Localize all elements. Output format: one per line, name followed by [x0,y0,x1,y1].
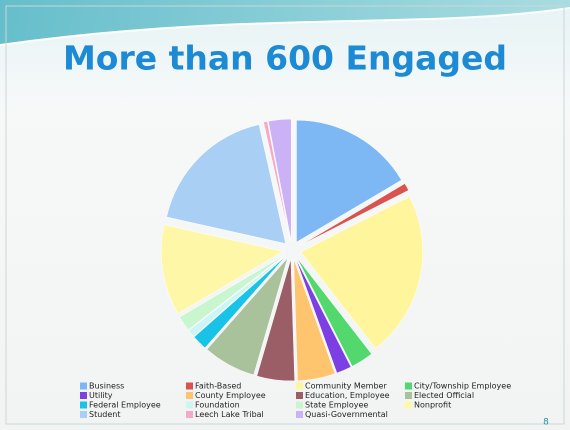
pie-slice [188,255,286,337]
legend-swatch [296,392,303,399]
legend-swatch [405,382,412,390]
legend-label: Quasi-Governmental [305,410,388,419]
pie-slice [256,258,295,382]
legend-swatch [80,401,87,409]
legend-label: Business [89,382,124,391]
legend-label: Faith-Based [195,382,241,391]
pie-slice [296,257,372,367]
legend-swatch [296,401,303,409]
legend-label: City/Township Employee [414,382,511,391]
legend-swatch [186,382,193,390]
legend-swatch [80,411,87,418]
pie-slice [293,258,336,382]
pie-slice [179,254,285,331]
legend-label: Federal Employee [89,401,161,410]
legend-label: Utility [89,391,113,400]
legend-swatch [186,392,193,399]
pie-slice [296,119,402,243]
legend-swatch [80,392,87,399]
slide-number: 8 [543,418,549,428]
legend-swatch [186,411,193,418]
pie-slice [300,196,423,349]
wave-line [0,7,570,46]
pie-slice [263,121,291,242]
slide-frame [5,5,565,425]
legend-label: State Employee [305,401,368,410]
pie-slice [166,124,286,244]
legend-swatch [186,401,193,409]
legend-swatch [405,401,412,409]
legend-label: County Employee [195,391,266,400]
pie-slice [268,118,292,242]
legend-swatch [296,382,303,390]
pie-slice [299,183,409,246]
legend-swatch [296,411,303,418]
pie [160,118,423,382]
legend-label: Leech Lake Tribal [195,410,264,419]
legend-label: Nonprofit [414,401,451,410]
legend-label: Student [89,410,121,419]
legend-label: Elected Official [414,391,474,400]
pie-slice [206,257,288,376]
chart-title: More than 600 Engaged [63,39,507,78]
legend-label: Education, Employee [305,391,390,400]
legend-label: Foundation [195,401,240,410]
legend-swatch [80,382,87,390]
pie-slice [160,224,284,314]
pie-slice [295,258,352,374]
legend: Business Faith-Based Community Member City/… [80,382,511,419]
legend-swatch [405,392,412,399]
legend-label: Community Member [305,382,387,391]
pie-slice [193,256,286,349]
